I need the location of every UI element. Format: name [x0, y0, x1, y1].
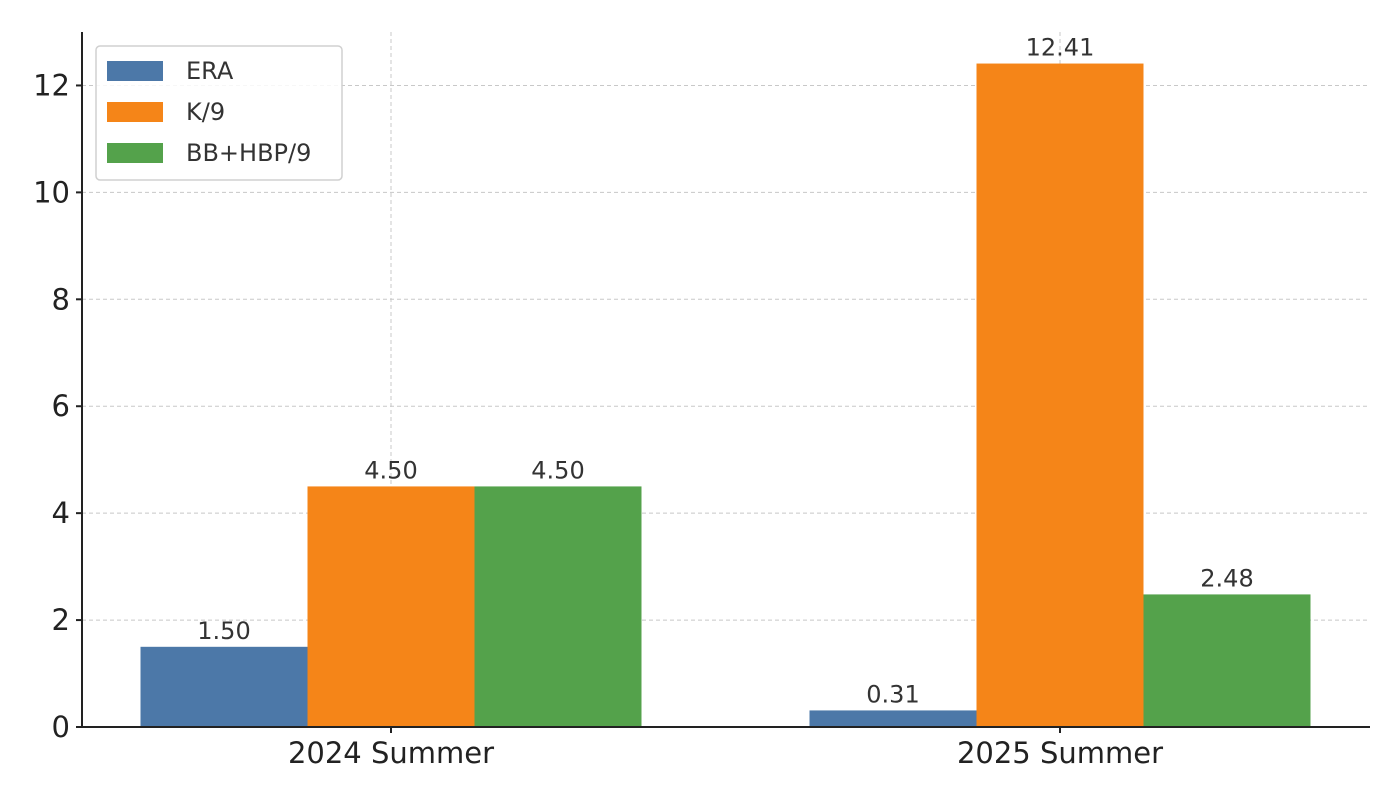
- legend-label: BB+HBP/9: [186, 139, 311, 167]
- bar-value-label: 4.50: [531, 456, 584, 484]
- axes: 0 2 4 6 8 10 12 2024 Summer 2025 Summer: [33, 32, 1370, 770]
- y-tick-label: 4: [52, 496, 70, 530]
- legend: ERA K/9 BB+HBP/9: [95, 45, 343, 181]
- bar-value-label: 12.41: [1026, 34, 1095, 62]
- legend-swatch: [107, 143, 163, 163]
- bar-value-label: 2.48: [1200, 564, 1253, 592]
- bar-value-label: 4.50: [364, 456, 417, 484]
- bar-value-label: 0.31: [866, 680, 919, 708]
- data-labels: 1.50 0.31 4.50 12.41 4.50 2.48: [197, 34, 1253, 709]
- y-tick-label: 0: [52, 710, 70, 744]
- y-tick-label: 6: [52, 389, 70, 423]
- y-tick-label: 2: [52, 603, 70, 637]
- x-tick-label: 2024 Summer: [288, 736, 494, 770]
- bar-era-2024-summer: [140, 646, 308, 727]
- legend-swatch: [107, 102, 163, 122]
- bar-k-9-2024-summer: [307, 486, 475, 727]
- legend-swatch: [107, 61, 163, 81]
- y-tick-label: 8: [52, 282, 70, 316]
- y-tick-label: 10: [33, 175, 70, 209]
- bar-era-2025-summer: [809, 710, 977, 727]
- bar-bb-hbp-9-2025-summer: [1143, 594, 1311, 727]
- bar-bb-hbp-9-2024-summer: [474, 486, 642, 727]
- bars: [140, 63, 1311, 728]
- bar-value-label: 1.50: [197, 617, 250, 645]
- x-tick-label: 2025 Summer: [957, 736, 1163, 770]
- bar-k-9-2025-summer: [976, 63, 1144, 728]
- legend-label: ERA: [186, 57, 234, 85]
- y-tick-label: 12: [33, 68, 70, 102]
- legend-label: K/9: [186, 98, 225, 126]
